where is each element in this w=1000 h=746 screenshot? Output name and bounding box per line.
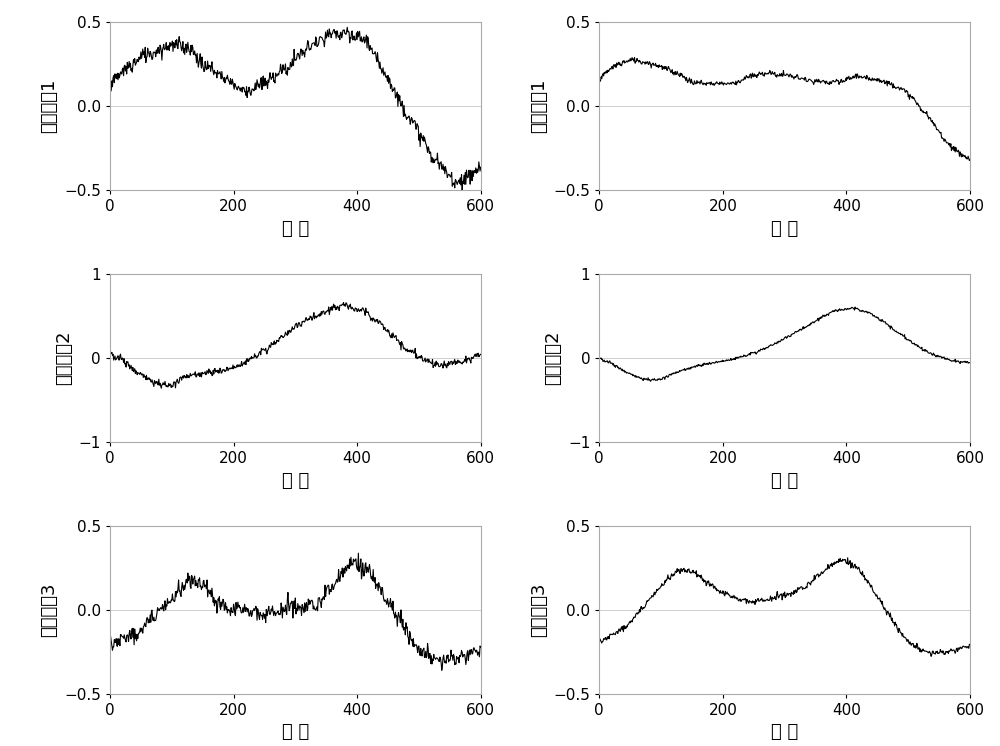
Y-axis label: 基线误剗1: 基线误剗1 — [41, 79, 59, 134]
X-axis label: 历 元: 历 元 — [282, 471, 309, 489]
X-axis label: 历 元: 历 元 — [771, 220, 798, 238]
X-axis label: 历 元: 历 元 — [282, 220, 309, 238]
X-axis label: 历 元: 历 元 — [771, 724, 798, 742]
Y-axis label: 多径误剗2: 多径误剗2 — [544, 330, 562, 386]
Y-axis label: 基线误剗2: 基线误剗2 — [55, 330, 73, 386]
X-axis label: 历 元: 历 元 — [771, 471, 798, 489]
Y-axis label: 多径误剗1: 多径误剗1 — [530, 79, 548, 134]
Y-axis label: 基线误剗3: 基线误剗3 — [41, 583, 59, 637]
Y-axis label: 多径误剗3: 多径误剗3 — [530, 583, 548, 637]
X-axis label: 历 元: 历 元 — [282, 724, 309, 742]
